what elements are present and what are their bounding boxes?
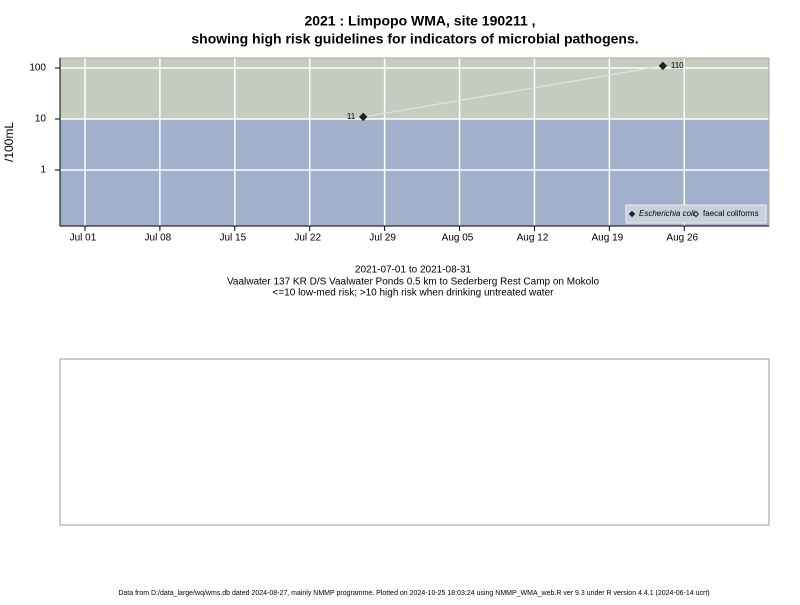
y-tick-label: 1 [40,165,46,176]
legend-label: Escherichia coli [639,209,695,218]
note: 2021-07-01 to 2021-08-31 [355,265,472,276]
x-tick-label: Aug 19 [592,233,624,244]
x-tick-label: Jul 15 [219,233,246,244]
note: <=10 low-med risk; >10 high risk when dr… [273,288,555,299]
series-line [363,65,663,118]
x-tick-label: Jul 29 [369,233,396,244]
data-point [658,61,668,71]
data-label: 110 [671,61,684,70]
legend-box [625,204,767,224]
chart-title: 2021 : Limpopo WMA, site 190211 , [304,13,535,29]
legend-marker [692,210,700,218]
data-point [359,112,368,122]
y-tick-label: 100 [29,63,46,74]
empty-panel [59,358,770,526]
footer: Data from D:/data_large/wq/wms.db dated … [118,590,709,597]
y-tick-label: 10 [35,114,47,125]
y-axis-label: /100mL [2,122,16,162]
note: Vaalwater 137 KR D/S Vaalwater Ponds 0.5… [227,277,599,288]
legend-marker [628,210,636,218]
data-label: 11 [347,112,356,121]
x-tick-label: Aug 05 [442,233,474,244]
x-tick-label: Jul 01 [70,233,97,244]
x-tick-label: Jul 22 [294,233,321,244]
x-tick-label: Jul 08 [145,233,172,244]
x-tick-label: Aug 26 [666,233,698,244]
legend: Escherichia coli faecal coliforms [625,204,767,224]
x-tick-label: Aug 12 [517,233,549,244]
legend-label: faecal coliforms [703,209,759,218]
chart-subtitle: showing high risk guidelines for indicat… [191,31,638,47]
